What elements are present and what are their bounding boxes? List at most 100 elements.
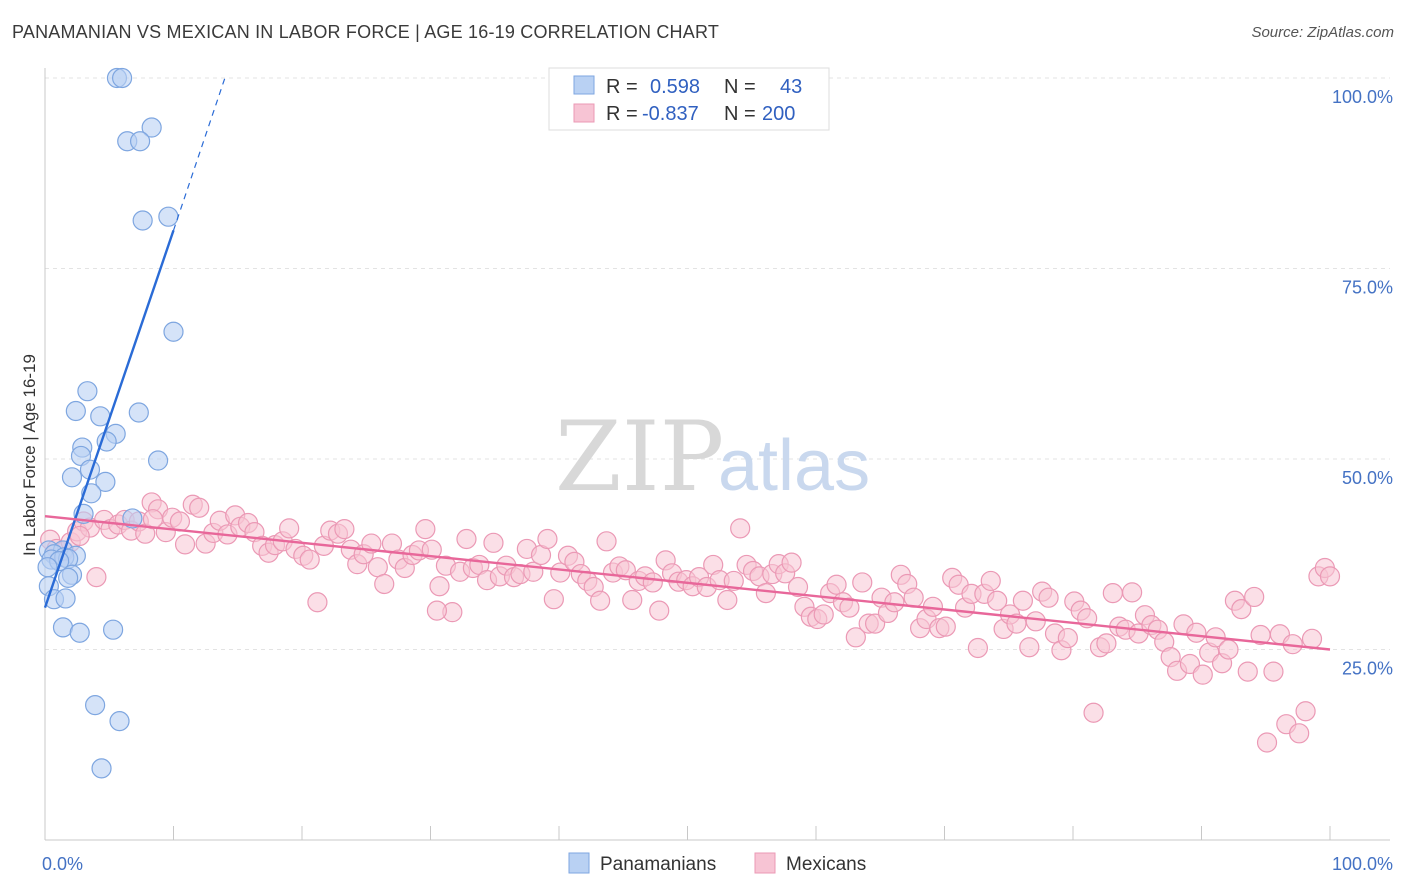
mexicans-point	[622, 589, 643, 611]
mexicans-point	[826, 574, 847, 595]
mexicans-point	[426, 600, 448, 621]
legend-swatch-blue	[573, 75, 595, 95]
mexicans-point	[935, 616, 956, 637]
mexicans-point	[421, 539, 442, 560]
mexicans-point	[730, 518, 751, 539]
mexicans-point	[189, 497, 210, 518]
y-tick-label-100: 100.0%	[1332, 87, 1393, 107]
x-tick-label-max: 100.0%	[1332, 854, 1393, 874]
mexicans-point	[787, 576, 809, 598]
mexicans-trend-line	[44, 514, 1331, 651]
mexicans-point	[845, 627, 866, 648]
legend-box	[548, 67, 830, 131]
mexicans-point	[1256, 732, 1278, 753]
panamanians-point	[85, 695, 106, 716]
panamanians-point	[95, 471, 116, 492]
watermark-zip: ZIP	[555, 401, 724, 513]
mexicans-point	[1231, 599, 1252, 620]
axes	[44, 68, 1390, 841]
y-axis-label: In Labor Force | Age 16-19	[20, 354, 39, 556]
mexicans-point	[987, 590, 1008, 611]
panamanians-point	[91, 758, 112, 779]
panamanians-point	[122, 508, 143, 529]
panamanians-point	[132, 210, 153, 231]
mexicans-point	[903, 587, 924, 608]
mexicans-point	[374, 573, 395, 595]
mexicans-point	[649, 600, 670, 621]
panamanians-point	[128, 402, 149, 423]
mexicans-point	[334, 519, 355, 540]
mexicans-point	[367, 557, 388, 578]
bottom-legend-swatch-panamanians	[568, 852, 590, 874]
mexicans-point	[1038, 587, 1059, 608]
panamanians-point	[111, 67, 133, 89]
tick-labels: 25.0% 50.0% 75.0% 100.0% 0.0% 100.0%	[42, 87, 1393, 874]
mexicans-point	[86, 567, 107, 588]
mexicans-point	[1192, 664, 1213, 685]
mexicans-point	[1083, 702, 1104, 723]
mexicans-point	[590, 590, 611, 611]
mexicans-point	[550, 562, 571, 583]
mexicans-point	[174, 534, 196, 555]
panamanians-point	[61, 467, 83, 488]
y-tick-label-50: 50.0%	[1342, 468, 1393, 488]
panamanians-point	[58, 567, 79, 588]
mexicans-point	[717, 589, 738, 611]
bottom-legend-mexicans: Mexicans	[786, 854, 866, 875]
y-tick-label-75: 75.0%	[1342, 278, 1393, 298]
legend-r-value-2: -0.837	[642, 103, 699, 125]
mexicans-point	[1319, 566, 1341, 587]
mexicans-point	[723, 570, 744, 592]
mexicans-point	[307, 592, 328, 613]
panamanians-point	[103, 619, 124, 640]
mexicans-points	[40, 492, 1341, 753]
mexicans-point	[1263, 661, 1284, 682]
mexicans-point	[980, 570, 1001, 592]
mexicans-point	[1218, 639, 1239, 660]
chart-title: PANAMANIAN VS MEXICAN IN LABOR FORCE | A…	[12, 22, 720, 42]
mexicans-point	[1295, 701, 1316, 722]
mexicans-point	[1237, 661, 1258, 682]
mexicans-point	[1025, 611, 1046, 632]
panamanians-point	[158, 206, 179, 227]
panamanians-point	[141, 117, 162, 138]
x-tick-label-min: 0.0%	[42, 854, 83, 874]
mexicans-point	[169, 511, 191, 532]
mexicans-point	[781, 552, 802, 573]
mexicans-point	[1057, 627, 1078, 649]
mexicans-point	[813, 604, 834, 625]
mexicans-point	[299, 549, 320, 570]
panamanians-point	[77, 381, 98, 402]
panamanians-point	[55, 588, 76, 609]
bottom-legend-swatch-mexicans	[754, 852, 776, 874]
panamanians-point	[69, 622, 90, 643]
mexicans-point	[415, 519, 436, 540]
legend-swatch-pink	[573, 103, 595, 123]
panamanians-point	[109, 711, 130, 732]
mexicans-point	[1019, 637, 1040, 658]
mexicans-point	[967, 637, 989, 659]
series-legend: Panamanians Mexicans	[568, 852, 866, 875]
panamanians-point	[96, 431, 117, 452]
mexicans-point	[279, 518, 300, 539]
mexicans-point	[596, 531, 617, 552]
y-tick-label-25: 25.0%	[1342, 659, 1393, 679]
mexicans-point	[1186, 622, 1207, 643]
mexicans-point	[1012, 590, 1033, 611]
mexicans-point	[1289, 723, 1310, 744]
panamanians-trend-line	[43, 230, 175, 608]
panamanians-point	[129, 131, 151, 152]
panamanians-point	[37, 557, 58, 578]
mexicans-point	[429, 576, 450, 597]
mexicans-point	[456, 528, 477, 550]
panamanians-points	[37, 67, 184, 779]
legend-n-value-1: 43	[780, 76, 802, 98]
mexicans-point	[1122, 582, 1143, 603]
legend-r-label-1: R =	[606, 76, 638, 98]
mexicans-point	[642, 572, 663, 593]
bottom-legend-panamanians: Panamanians	[600, 854, 716, 875]
source-credit: Source: ZipAtlas.com	[1251, 24, 1394, 41]
legend-r-value-1: 0.598	[650, 76, 700, 98]
legend-n-value-2: 200	[762, 103, 795, 125]
